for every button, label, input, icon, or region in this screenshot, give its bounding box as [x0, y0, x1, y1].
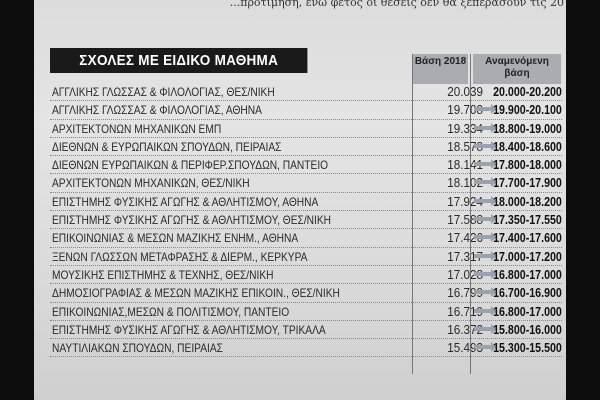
school-name: ΔΙΕΘΝΩΝ ΕΥΡΩΠΑΙΚΩΝ & ΠΕΡΙΦΕΡ.ΣΠΟΥΔΩΝ, ΠΑ… [52, 158, 329, 173]
base-2018: 18.102 [447, 175, 483, 191]
table-body: ΑΓΓΛΙΚΗΣ ΓΛΩΣΣΑΣ & ΦΙΛΟΛΟΓΙΑΣ, ΘΕΣ/ΝΙΚΗ … [50, 83, 562, 358]
column-divider [470, 54, 471, 374]
arrow-right-icon [474, 177, 497, 188]
base-2018: 17.426 [447, 230, 483, 246]
base-2018: 20.039 [447, 84, 483, 99]
base-2018: 16.372 [447, 321, 483, 337]
expected-base: 17.800-18.000 [493, 157, 562, 173]
base-2018: 19.708 [447, 102, 483, 118]
table-row: ΑΡΧΙΤΕΚΤΟΝΩΝ ΜΗΧΑΝΙΚΩΝ ΕΜΠ 19.334 18.800… [50, 120, 562, 138]
table-row: ΕΠΙΚΟΙΝΩΝΙΑΣ & ΜΕΣΩΝ ΜΑΖΙΚΗΣ ΕΝΗΜ., ΑΘΗΝ… [50, 229, 562, 248]
table-row: ΕΠΙΣΤΗΜΗΣ ΦΥΣΙΚΗΣ ΑΓΩΓΗΣ & ΑΘΛΗΤΙΣΜΟΥ, Τ… [50, 321, 562, 340]
base-2018: 17.588 [447, 212, 483, 228]
expected-base: 16.800-17.000 [493, 303, 562, 319]
school-name: ΕΠΙΚΟΙΝΩΝΙΑΣ & ΜΕΣΩΝ ΜΑΖΙΚΗΣ ΕΝΗΜ., ΑΘΗΝ… [52, 231, 299, 246]
base-2018: 17.028 [447, 266, 483, 282]
school-name: ΕΠΙΚΟΙΝΩΝΙΑΣ,ΜΕΣΩΝ & ΠΟΛΙΤΙΣΜΟΥ, ΠΑΝΤΕΙΟ [52, 304, 290, 319]
school-name: ΑΓΓΛΙΚΗΣ ΓΛΩΣΣΑΣ & ΦΙΛΟΛΟΓΙΑΣ, ΑΘΗΝΑ [52, 103, 262, 118]
school-name: ΑΡΧΙΤΕΚΤΟΝΩΝ ΜΗΧΑΝΙΚΩΝ, ΘΕΣ/ΝΙΚΗ [52, 176, 250, 191]
expected-base: 16.800-17.000 [493, 266, 562, 282]
school-name: ΔΙΕΘΝΩΝ & ΕΥΡΩΠΑΙΚΩΝ ΣΠΟΥΔΩΝ, ΠΕΙΡΑΙΑΣ [52, 139, 282, 154]
arrow-right-icon [474, 287, 497, 298]
base-2018: 19.334 [447, 120, 483, 136]
expected-base: 17.400-17.600 [493, 230, 562, 246]
school-name: ΕΠΙΣΤΗΜΗΣ ΦΥΣΙΚΗΣ ΑΓΩΓΗΣ & ΑΘΛΗΤΙΣΜΟΥ, Α… [52, 194, 319, 209]
table-row: ΑΡΧΙΤΕΚΤΟΝΩΝ ΜΗΧΑΝΙΚΩΝ, ΘΕΣ/ΝΙΚΗ 18.102 … [50, 174, 562, 193]
expected-base: 20.000-20.200 [493, 84, 562, 99]
base-2018: 18.141 [447, 157, 483, 173]
column-divider [412, 54, 413, 374]
table-row: ΔΗΜΟΣΙΟΓΡΑΦΙΑΣ & ΜΕΣΩΝ ΜΑΖΙΚΗΣ ΕΠΙΚΟΙΝ.,… [50, 284, 562, 303]
table-row: ΕΠΙΣΤΗΜΗΣ ΦΥΣΙΚΗΣ ΑΓΩΓΗΣ & ΑΘΛΗΤΙΣΜΟΥ, Θ… [50, 211, 562, 230]
expected-base: 18.000-18.200 [493, 193, 562, 209]
arrow-right-icon [474, 104, 497, 115]
expected-base: 17.700-17.900 [493, 175, 562, 191]
school-name: ΑΡΧΙΤΕΚΤΟΝΩΝ ΜΗΧΑΝΙΚΩΝ ΕΜΠ [52, 121, 222, 136]
table-row: ΞΕΝΩΝ ΓΛΩΣΣΩΝ ΜΕΤΑΦΡΑΣΗΣ & ΔΙΕΡΜ., ΚΕΡΚΥ… [50, 248, 562, 266]
arrow-right-icon [474, 250, 497, 261]
table-row: ΔΙΕΘΝΩΝ ΕΥΡΩΠΑΙΚΩΝ & ΠΕΡΙΦΕΡ.ΣΠΟΥΔΩΝ, ΠΑ… [50, 156, 562, 175]
base-2018: 17.317 [447, 248, 483, 264]
table-row: ΑΓΓΛΙΚΗΣ ΓΛΩΣΣΑΣ & ΦΙΛΟΛΟΓΙΑΣ, ΘΕΣ/ΝΙΚΗ … [50, 83, 562, 102]
base-2018: 15.493 [447, 340, 483, 356]
base-2018: 16.719 [447, 303, 483, 319]
expected-base: 15.300-15.500 [493, 340, 562, 356]
table-row: ΕΠΙΚΟΙΝΩΝΙΑΣ,ΜΕΣΩΝ & ΠΟΛΙΤΙΣΜΟΥ, ΠΑΝΤΕΙΟ… [50, 303, 562, 321]
table-row: ΕΠΙΣΤΗΜΗΣ ΦΥΣΙΚΗΣ ΑΓΩΓΗΣ & ΑΘΛΗΤΙΣΜΟΥ, Α… [50, 193, 562, 212]
column-header-base: Βάση 2018 [413, 54, 468, 84]
arrow-right-icon [474, 195, 497, 206]
arrow-right-icon [474, 232, 497, 243]
expected-base: 17.350-17.550 [493, 212, 562, 228]
school-name: ΝΑΥΤΙΛΙΑΚΩΝ ΣΠΟΥΔΩΝ, ΠΕΙΡΑΙΑΣ [52, 341, 223, 356]
base-2018: 16.799 [447, 285, 483, 301]
article-text: ...προτίμηση, ενώ φέτος οι θέσεις δεν θα… [229, 0, 564, 9]
arrow-right-icon [474, 140, 497, 151]
base-2018: 17.924 [447, 193, 483, 209]
arrow-right-icon [474, 305, 497, 316]
expected-base: 17.000-17.200 [493, 248, 562, 264]
school-name: ΕΠΙΣΤΗΜΗΣ ΦΥΣΙΚΗΣ ΑΓΩΓΗΣ & ΑΘΛΗΤΙΣΜΟΥ, Θ… [52, 213, 332, 228]
school-name: ΔΗΜΟΣΙΟΓΡΑΦΙΑΣ & ΜΕΣΩΝ ΜΑΖΙΚΗΣ ΕΠΙΚΟΙΝ.,… [52, 286, 340, 301]
school-name: ΑΓΓΛΙΚΗΣ ΓΛΩΣΣΑΣ & ΦΙΛΟΛΟΓΙΑΣ, ΘΕΣ/ΝΙΚΗ [52, 85, 275, 99]
arrow-right-icon [474, 122, 497, 133]
arrow-right-icon [474, 159, 497, 170]
table-row: ΜΟΥΣΙΚΗΣ ΕΠΙΣΤΗΜΗΣ & ΤΕΧΝΗΣ, ΘΕΣ/ΝΙΚΗ 17… [50, 266, 562, 285]
arrow-right-icon [474, 342, 497, 353]
expected-base: 18.400-18.600 [493, 138, 562, 154]
expected-base: 16.700-16.900 [493, 285, 562, 301]
arrow-right-icon [474, 214, 497, 225]
arrow-right-icon [474, 268, 497, 279]
expected-base: 15.800-16.000 [493, 321, 562, 337]
expected-base: 19.900-20.100 [493, 102, 562, 118]
expected-base: 18.800-19.000 [493, 120, 562, 136]
table-row: ΔΙΕΘΝΩΝ & ΕΥΡΩΠΑΙΚΩΝ ΣΠΟΥΔΩΝ, ΠΕΙΡΑΙΑΣ 1… [50, 138, 562, 157]
table-row: ΑΓΓΛΙΚΗΣ ΓΛΩΣΣΑΣ & ΦΙΛΟΛΟΓΙΑΣ, ΑΘΗΝΑ 19.… [50, 101, 562, 120]
school-name: ΕΠΙΣΤΗΜΗΣ ΦΥΣΙΚΗΣ ΑΓΩΓΗΣ & ΑΘΛΗΤΙΣΜΟΥ, Τ… [52, 322, 326, 337]
table-title: ΣΧΟΛΕΣ ΜΕ ΕΙΔΙΚΟ ΜΑΘΗΜΑ [50, 48, 308, 73]
newspaper-page: ...προτίμηση, ενώ φέτος οι θέσεις δεν θα… [34, 0, 566, 400]
school-name: ΜΟΥΣΙΚΗΣ ΕΠΙΣΤΗΜΗΣ & ΤΕΧΝΗΣ, ΘΕΣ/ΝΙΚΗ [52, 267, 274, 282]
arrow-right-icon [474, 323, 497, 334]
table-row: ΝΑΥΤΙΛΙΑΚΩΝ ΣΠΟΥΔΩΝ, ΠΕΙΡΑΙΑΣ 15.493 15.… [50, 339, 562, 358]
column-header-expected: Αναμενόμενη βάση [473, 54, 561, 84]
base-2018: 18.578 [447, 138, 483, 154]
school-name: ΞΕΝΩΝ ΓΛΩΣΣΩΝ ΜΕΤΑΦΡΑΣΗΣ & ΔΙΕΡΜ., ΚΕΡΚΥ… [52, 249, 308, 264]
